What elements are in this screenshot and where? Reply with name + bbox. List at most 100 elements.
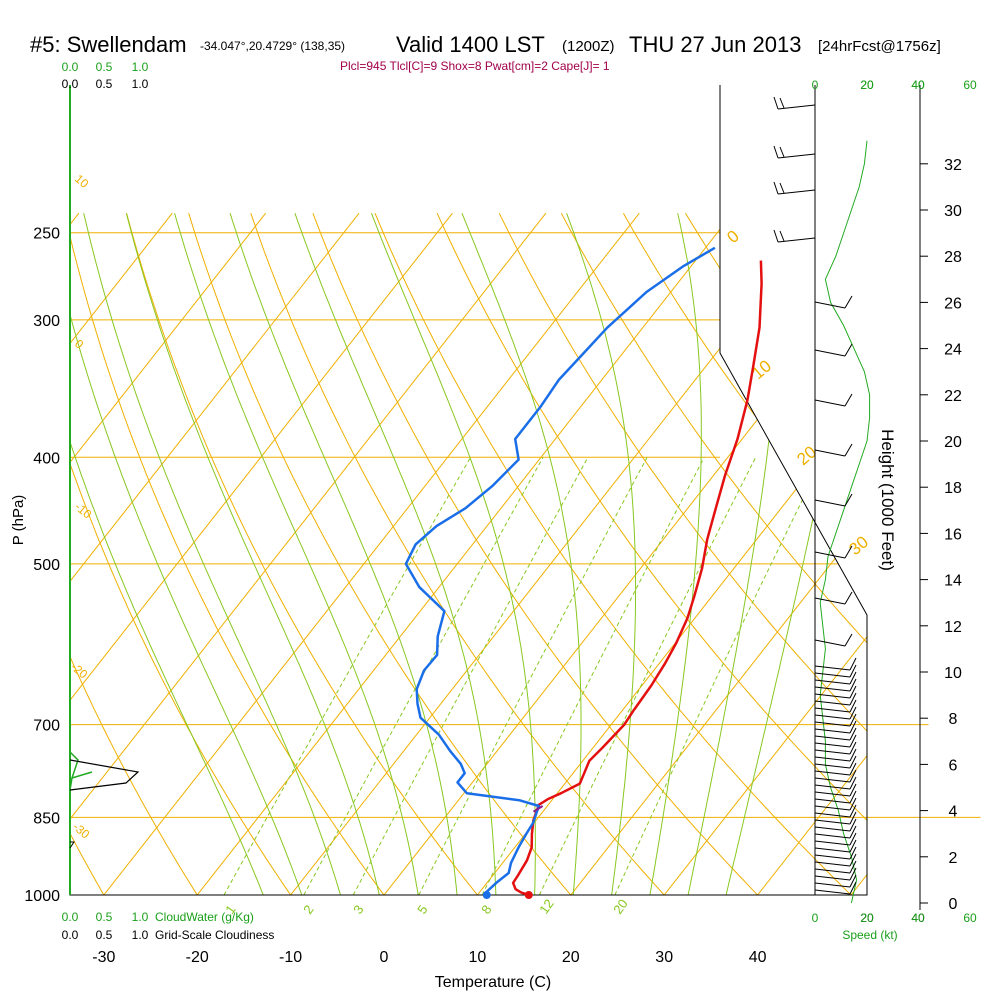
isotherm-line (458, 212, 867, 895)
temperature-tick-label: 0 (380, 949, 389, 966)
moist-adiabat-line (125, 213, 385, 895)
wind-barb-shaft (814, 639, 846, 647)
dewpoint-line (404, 246, 716, 896)
dry-adiabat-line (436, 212, 867, 895)
mixing-ratio-line (538, 457, 757, 895)
height-tick-label: 20 (944, 434, 962, 451)
wind-barb-shaft (814, 301, 846, 309)
wind-barb-flag (779, 146, 785, 158)
dry-adiabat-line (996, 213, 1000, 918)
dry-adiabat-line (70, 213, 213, 895)
cloudiness-low (69, 841, 75, 849)
isotherm-label: 20 (793, 442, 820, 469)
wind-barb-flag (773, 181, 779, 195)
temperature-tick-label: -20 (186, 949, 209, 966)
wind-barb (814, 706, 857, 720)
moist-adiabat-line (461, 213, 582, 895)
wind-barb (814, 713, 857, 727)
dry-adiabat-line (622, 212, 867, 895)
wind-barb (814, 804, 857, 818)
dry-adiabat-line (250, 213, 687, 895)
wind-barb (814, 867, 857, 881)
wind-barb-shaft (814, 399, 846, 407)
wind-barb (814, 797, 857, 811)
moist-adiabat-label: 3 (350, 902, 366, 917)
wind-barb-shaft (814, 551, 846, 559)
wind-barb-shaft (814, 686, 851, 692)
cloudiness-axis-bottom-label: 0.0 (62, 928, 79, 942)
wind-axis-bottom-label: 0 (812, 911, 819, 925)
wind-barb-shaft (814, 812, 851, 818)
chart-frame (69, 85, 868, 896)
wind-barb (814, 295, 853, 309)
wind-barb (814, 692, 857, 706)
moist-adiabat-line (294, 213, 497, 895)
wind-barb-flag (849, 755, 857, 769)
wind-barb (814, 825, 857, 839)
isotherm-line (178, 212, 734, 895)
wind-barb-flag (849, 664, 857, 678)
isotherm-line (70, 212, 453, 895)
wind-barb-shaft (814, 875, 851, 881)
wind-barb (814, 493, 853, 507)
mixing-ratio-line (223, 457, 472, 895)
wind-barb-flag (779, 230, 785, 242)
dry-adiabat-line (70, 213, 308, 895)
moist-adiabat-line (83, 213, 348, 895)
wind-barb-shaft (814, 791, 851, 797)
pressure-tick-label: 850 (33, 810, 60, 827)
wind-barb-flag (849, 769, 857, 783)
wind-barb-shaft (814, 847, 851, 853)
station-title: #5: Swellendam (30, 32, 187, 57)
wind-barb-shaft (814, 693, 851, 699)
mixing-ratio-lines (223, 457, 824, 895)
wind-barb-flag (849, 790, 857, 804)
wind-barb-flag (849, 881, 857, 895)
wind-barb (814, 748, 857, 762)
wind-barb-flag (849, 692, 857, 706)
mixing-ratio-line (352, 457, 589, 895)
wind-barb-flag (849, 839, 857, 853)
cloud-axis-bottom-label: 1.0 (132, 910, 149, 924)
wind-barb-shaft (814, 714, 851, 720)
frame-outline (69, 85, 868, 896)
wind-barb (814, 762, 857, 776)
height-tick-label: 2 (949, 850, 958, 867)
sounding-series (404, 246, 763, 899)
isotherm-line (738, 212, 867, 895)
wind-axis-top-label: 40 (911, 78, 925, 92)
wind-barb-shaft (814, 449, 846, 457)
wind-barb-shaft (777, 153, 816, 159)
wind-barb-flag (844, 591, 853, 605)
wind-barb-shaft (814, 819, 851, 825)
wind-axis-top-label: 0 (812, 78, 819, 92)
height-tick-label: 10 (944, 665, 962, 682)
wind-barb (814, 699, 857, 713)
wind-barb-shaft (814, 749, 851, 755)
wind-barb-shaft (814, 861, 851, 867)
dry-adiabat-line (809, 212, 867, 895)
wind-barb (814, 727, 857, 741)
wind-barb-shaft (814, 679, 851, 685)
wind-barb-shaft (814, 597, 846, 605)
wind-barb-shaft (814, 735, 851, 741)
wind-barb-shaft (814, 840, 851, 846)
isotherm-label: 30 (845, 532, 872, 559)
height-tick-label: 32 (944, 157, 962, 174)
wind-axis-top-green-label: 60 (963, 78, 977, 92)
temperature-line (511, 260, 763, 897)
wind-barb-flag (773, 96, 779, 110)
dry-adiabat-line (312, 213, 781, 895)
dry-adiabat-line (188, 213, 592, 895)
wind-barb-shaft (814, 889, 851, 895)
wind-barb-shaft (814, 854, 851, 860)
wind-barb (814, 790, 857, 804)
wind-barb-shaft (814, 770, 851, 776)
moist-adiabat-line (174, 213, 423, 895)
wind-barb-flag (849, 804, 857, 818)
wind-barb-flag (849, 846, 857, 860)
wind-barb (814, 755, 857, 769)
isotherm-line (271, 212, 827, 895)
dry-adiabat-line (0, 213, 23, 918)
